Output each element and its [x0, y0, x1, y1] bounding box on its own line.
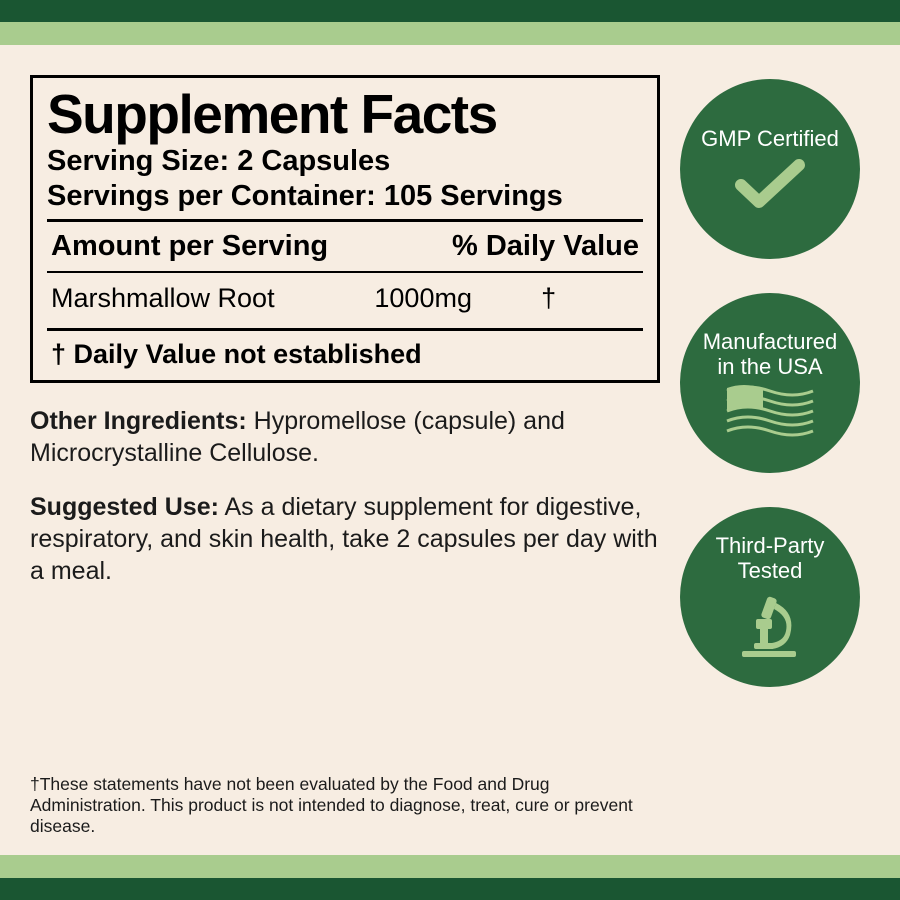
badge-tested-label: Third-Party Tested [690, 533, 850, 584]
servings-per-value: 105 Servings [384, 180, 563, 212]
badge-gmp-label: GMP Certified [701, 126, 839, 151]
suggested-use: Suggested Use: As a dietary supplement f… [30, 491, 660, 587]
serving-size-label: Serving Size: [47, 145, 229, 177]
facts-title: Supplement Facts [47, 86, 643, 144]
top-light-bar [0, 22, 900, 45]
supplement-facts-box: Supplement Facts Serving Size: 2 Capsule… [30, 75, 660, 383]
servings-per-container: Servings per Container: 105 Servings [47, 179, 643, 214]
badge-usa-line1: Manufactured [703, 329, 838, 354]
serving-size: Serving Size: 2 Capsules [47, 144, 643, 179]
main-panel: Supplement Facts Serving Size: 2 Capsule… [0, 45, 900, 855]
col-amount-header: Amount per Serving [51, 230, 328, 263]
facts-header-row: Amount per Serving % Daily Value [47, 222, 643, 271]
top-dark-bar [0, 0, 900, 22]
badge-usa-label: Manufactured in the USA [703, 329, 838, 380]
suggested-use-lead: Suggested Use: [30, 493, 219, 521]
flag-icon [725, 385, 815, 437]
badge-usa-line2: in the USA [717, 354, 822, 379]
ingredient-name: Marshmallow Root [51, 283, 374, 314]
col-dv-header: % Daily Value [452, 230, 639, 263]
ingredient-amount: 1000mg [374, 283, 533, 314]
bottom-light-bar [0, 855, 900, 878]
facts-column: Supplement Facts Serving Size: 2 Capsule… [30, 75, 660, 837]
dv-footnote: † Daily Value not established [47, 328, 643, 380]
fda-disclaimer: †These statements have not been evaluate… [30, 774, 660, 837]
microscope-icon [734, 589, 806, 661]
servings-per-label: Servings per Container: [47, 180, 376, 212]
serving-size-value: 2 Capsules [237, 145, 390, 177]
ingredient-row: Marshmallow Root 1000mg † [47, 273, 643, 328]
badge-tested: Third-Party Tested [680, 507, 860, 687]
other-ingredients: Other Ingredients: Hypromellose (capsule… [30, 405, 660, 469]
bottom-dark-bar [0, 878, 900, 900]
other-ingredients-lead: Other Ingredients: [30, 407, 247, 435]
ingredient-dv: † [533, 283, 639, 314]
badge-usa: Manufactured in the USA [680, 293, 860, 473]
checkmark-icon [735, 157, 805, 212]
badge-gmp: GMP Certified [680, 79, 860, 259]
badges-column: GMP Certified Manufactured in the USA [680, 75, 870, 837]
